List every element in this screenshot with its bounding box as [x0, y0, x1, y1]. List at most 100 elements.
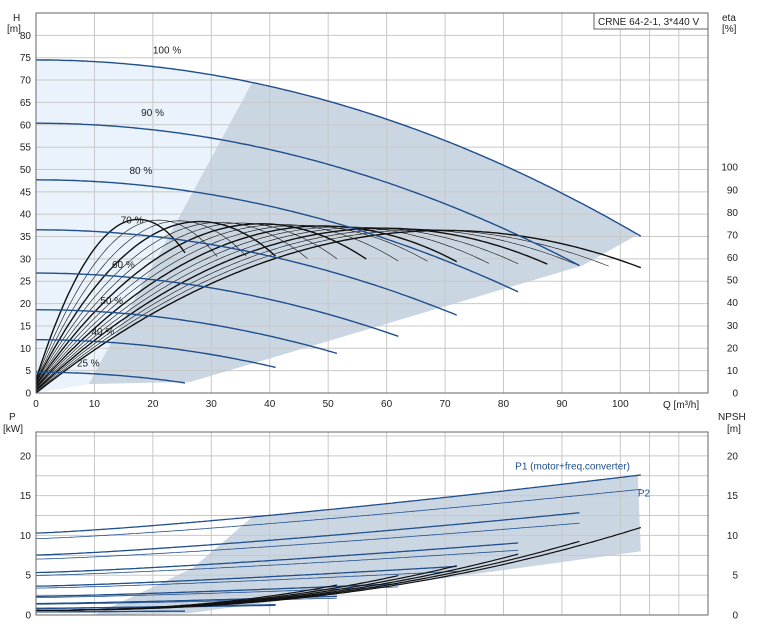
efficiency-curve — [35, 219, 218, 381]
head-curve — [36, 229, 457, 316]
head-curve — [36, 272, 399, 337]
x-tick-label: 70 — [439, 399, 451, 410]
y-tick-label: 70 — [20, 76, 32, 87]
y2-tick-label: 80 — [727, 208, 739, 219]
efficiency-curve — [35, 218, 186, 380]
efficiency-curve — [35, 225, 428, 387]
efficiency-curve — [35, 220, 247, 382]
head-curve — [36, 59, 642, 237]
y-tick-label: 30 — [20, 254, 32, 265]
x-tick-label: 90 — [556, 399, 568, 410]
power-frame — [35, 431, 709, 616]
p-tick-label: 20 — [20, 451, 32, 462]
p1-series-label: P1 (motor+freq.converter) — [515, 461, 630, 472]
head-frame — [35, 12, 709, 394]
head-curve — [36, 339, 276, 369]
y2-tick-label: 40 — [727, 298, 739, 309]
efficiency-curve — [35, 220, 277, 383]
x-tick-label: 100 — [612, 399, 629, 410]
y2-tick-label: 100 — [721, 163, 738, 174]
y-tick-label: 5 — [25, 366, 31, 377]
head-curve-label: 40 % — [92, 327, 115, 338]
power-curve — [36, 488, 641, 539]
y2-tick-label: 10 — [727, 366, 739, 377]
efficiency-curve — [35, 229, 609, 393]
y2-axis-unit-eta: [%] — [722, 24, 737, 35]
efficiency-curves — [35, 218, 642, 394]
y-axis-unit-p: [kW] — [3, 424, 23, 435]
p-tick-label: 0 — [25, 611, 31, 622]
head-curve-label: 90 % — [141, 108, 164, 119]
efficiency-curve — [35, 227, 519, 390]
efficiency-curve — [35, 224, 399, 386]
y2-tick-label: 0 — [732, 389, 738, 400]
efficiency-curve — [35, 222, 338, 385]
p-tick-label: 5 — [25, 571, 31, 582]
power-curve — [36, 549, 519, 576]
x-axis-label-q: Q [m³/h] — [663, 400, 699, 411]
efficiency-curve — [35, 222, 308, 384]
head-curve-label: 70 % — [121, 215, 144, 226]
x-tick-label: 50 — [323, 399, 335, 410]
y-tick-label: 65 — [20, 98, 32, 109]
npsh-tick-label: 0 — [732, 611, 738, 622]
efficiency-curve — [35, 229, 642, 394]
npsh-curve — [36, 584, 338, 611]
y-tick-label: 45 — [20, 187, 32, 198]
y-tick-label: 55 — [20, 143, 32, 154]
y-axis-unit-h: [m] — [7, 24, 21, 35]
x-tick-label: 30 — [206, 399, 218, 410]
head-curves: 100 % 90 % 80 % 70 % 60 % 50 % 40 % 25 % — [36, 45, 642, 384]
y2-tick-label: 70 — [727, 230, 739, 241]
x-tick-label: 20 — [147, 399, 159, 410]
head-panel: 100 % 90 % 80 % 70 % 60 % 50 % 40 % 25 % 0 5 10 15… — [7, 12, 739, 411]
head-curve — [36, 122, 580, 267]
head-curve — [36, 309, 338, 355]
head-curve — [36, 371, 186, 384]
y-tick-label: 0 — [25, 389, 31, 400]
power-curve — [36, 583, 399, 597]
power-panel: 0 5 10 15 20 0 5 10 15 20 P [kW] NPSH [m] P1 (mot… — [3, 412, 746, 622]
y-tick-label: 60 — [20, 120, 32, 131]
power-curve — [36, 474, 641, 534]
power-curve — [36, 570, 457, 589]
head-curve-label: 60 % — [112, 260, 135, 271]
y-tick-label: 80 — [20, 31, 32, 42]
y-tick-label: 10 — [20, 344, 32, 355]
npsh-tick-label: 10 — [727, 531, 739, 542]
y2-axis-label-eta: eta — [722, 13, 736, 24]
y2-axis-unit-npsh: [m] — [727, 424, 741, 435]
operating-range-region — [88, 82, 638, 385]
x-tick-label: 0 — [33, 399, 39, 410]
y-axis-label-h: H — [13, 13, 20, 24]
efficiency-curve — [35, 225, 458, 389]
npsh-tick-label: 5 — [732, 571, 738, 582]
y-tick-label: 20 — [20, 299, 32, 310]
model-label-box — [593, 12, 709, 30]
head-curve-label: 100 % — [153, 45, 181, 56]
y2-axis-label-npsh: NPSH — [718, 412, 746, 423]
p2-series-label: P2 — [638, 488, 651, 499]
power-axes: 0 5 10 15 20 0 5 10 15 20 — [20, 451, 739, 621]
x-tick-label: 40 — [264, 399, 276, 410]
y-tick-label: 15 — [20, 321, 32, 332]
y-tick-label: 40 — [20, 210, 32, 221]
power-band-region — [94, 475, 641, 615]
efficiency-curve — [35, 226, 490, 389]
head-curve — [36, 179, 519, 293]
y2-tick-label: 30 — [727, 321, 739, 332]
power-band — [94, 475, 641, 615]
y-tick-label: 50 — [20, 165, 32, 176]
y-tick-label: 25 — [20, 277, 32, 288]
efficiency-curve — [35, 223, 367, 386]
head-axes: 0 5 10 15 20 25 30 35 40 45 50 55 60 65 70 75 80 0 10 20 30 4… — [20, 31, 739, 410]
efficiency-curve — [35, 227, 548, 391]
x-tick-label: 60 — [381, 399, 393, 410]
y-axis-label-p: P — [9, 412, 16, 423]
y2-tick-label: 90 — [727, 185, 739, 196]
y-tick-label: 75 — [20, 53, 32, 64]
p-tick-label: 10 — [20, 531, 32, 542]
head-curve-label: 50 % — [100, 296, 123, 307]
model-label: CRNE 64-2-1, 3*440 V — [598, 17, 699, 28]
power-curve — [36, 512, 580, 556]
